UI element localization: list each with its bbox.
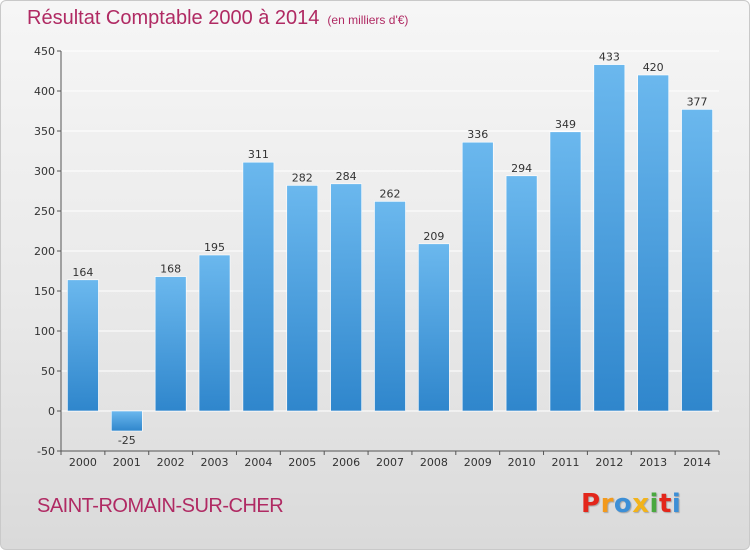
data-labels: 164 -25 168 195 311 282 284 262 209 336 294 349 433 4… bbox=[72, 51, 707, 447]
logo-letter: o bbox=[613, 489, 633, 519]
data-label-2013: 420 bbox=[643, 61, 664, 74]
y-tick-label: 400 bbox=[34, 85, 55, 98]
logo-letter: t bbox=[658, 489, 672, 519]
y-tick-labels: -50 0 50 100 150 200 250 300 350 400 450 bbox=[34, 45, 55, 458]
proxiti-logo: Proxiti bbox=[581, 489, 681, 519]
bar-2009 bbox=[461, 141, 494, 412]
x-tick-label: 2012 bbox=[595, 456, 623, 469]
logo-letter: x bbox=[632, 489, 650, 519]
y-tick-label: 0 bbox=[48, 405, 55, 418]
data-label-2011: 349 bbox=[555, 118, 576, 131]
x-tick-label: 2008 bbox=[420, 456, 448, 469]
bar-2005 bbox=[286, 185, 319, 412]
y-tick-label: -50 bbox=[37, 445, 55, 458]
x-tick-label: 2007 bbox=[376, 456, 404, 469]
data-label-2003: 195 bbox=[204, 241, 225, 254]
bar-2014 bbox=[681, 109, 713, 412]
data-label-2007: 262 bbox=[380, 187, 401, 200]
y-tick-label: 100 bbox=[34, 325, 55, 338]
chart-title: Résultat Comptable 2000 à 2014 (en millie… bbox=[27, 7, 408, 30]
bar-2012 bbox=[593, 64, 626, 412]
x-tick-label: 2009 bbox=[464, 456, 492, 469]
bar-2008 bbox=[418, 243, 450, 412]
town-name: SAINT-ROMAIN-SUR-CHER bbox=[37, 495, 284, 517]
x-tick-label: 2003 bbox=[201, 456, 229, 469]
data-label-2009: 336 bbox=[467, 128, 488, 141]
bar-2004 bbox=[242, 161, 275, 412]
bar-2003 bbox=[198, 254, 231, 412]
data-label-2014: 377 bbox=[687, 95, 708, 108]
x-tick-label: 2011 bbox=[551, 456, 579, 469]
bar-2001 bbox=[111, 410, 143, 432]
bar-2013 bbox=[637, 74, 670, 412]
data-label-2012: 433 bbox=[599, 51, 620, 64]
x-tick-label: 2010 bbox=[508, 456, 536, 469]
logo-letter: i bbox=[671, 489, 682, 519]
data-label-2010: 294 bbox=[511, 162, 532, 175]
y-tick-label: 150 bbox=[34, 285, 55, 298]
bars bbox=[67, 64, 713, 432]
x-tick-label: 2014 bbox=[683, 456, 711, 469]
data-label-2001: -25 bbox=[118, 434, 136, 447]
x-tick-label: 2005 bbox=[288, 456, 316, 469]
bar-2002 bbox=[154, 276, 187, 412]
chart-title-text: Résultat Comptable 2000 à 2014 bbox=[27, 7, 320, 29]
bar-2010 bbox=[505, 175, 538, 412]
axes bbox=[60, 51, 720, 455]
data-label-2006: 284 bbox=[336, 170, 357, 183]
x-tick-labels: 2000 2001 2002 2003 2004 2005 2006 2007 2008 2009… bbox=[69, 456, 711, 469]
x-tick-label: 2000 bbox=[69, 456, 97, 469]
logo-letter: P bbox=[581, 489, 601, 519]
data-label-2000: 164 bbox=[72, 266, 93, 279]
bar-2000 bbox=[67, 279, 99, 412]
logo-letter: i bbox=[649, 489, 659, 519]
data-label-2004: 311 bbox=[248, 148, 269, 161]
y-tick-label: 350 bbox=[34, 125, 55, 138]
bar-2011 bbox=[549, 131, 582, 412]
bar-2007 bbox=[374, 201, 406, 412]
bar-2006 bbox=[330, 183, 362, 412]
data-label-2005: 282 bbox=[292, 171, 313, 184]
x-tick-label: 2013 bbox=[639, 456, 667, 469]
data-label-2008: 209 bbox=[423, 230, 444, 243]
x-tick-label: 2004 bbox=[244, 456, 272, 469]
x-tick-label: 2006 bbox=[332, 456, 360, 469]
y-tick-label: 300 bbox=[34, 165, 55, 178]
y-tick-label: 200 bbox=[34, 245, 55, 258]
data-label-2002: 168 bbox=[160, 263, 181, 276]
logo-letter: r bbox=[600, 489, 614, 519]
chart-unit-text: (en milliers d'€) bbox=[327, 13, 409, 27]
x-tick-label: 2001 bbox=[113, 456, 141, 469]
y-tick-label: 450 bbox=[34, 45, 55, 58]
y-tick-label: 50 bbox=[41, 365, 55, 378]
x-tick-label: 2002 bbox=[157, 456, 185, 469]
y-tick-label: 250 bbox=[34, 205, 55, 218]
